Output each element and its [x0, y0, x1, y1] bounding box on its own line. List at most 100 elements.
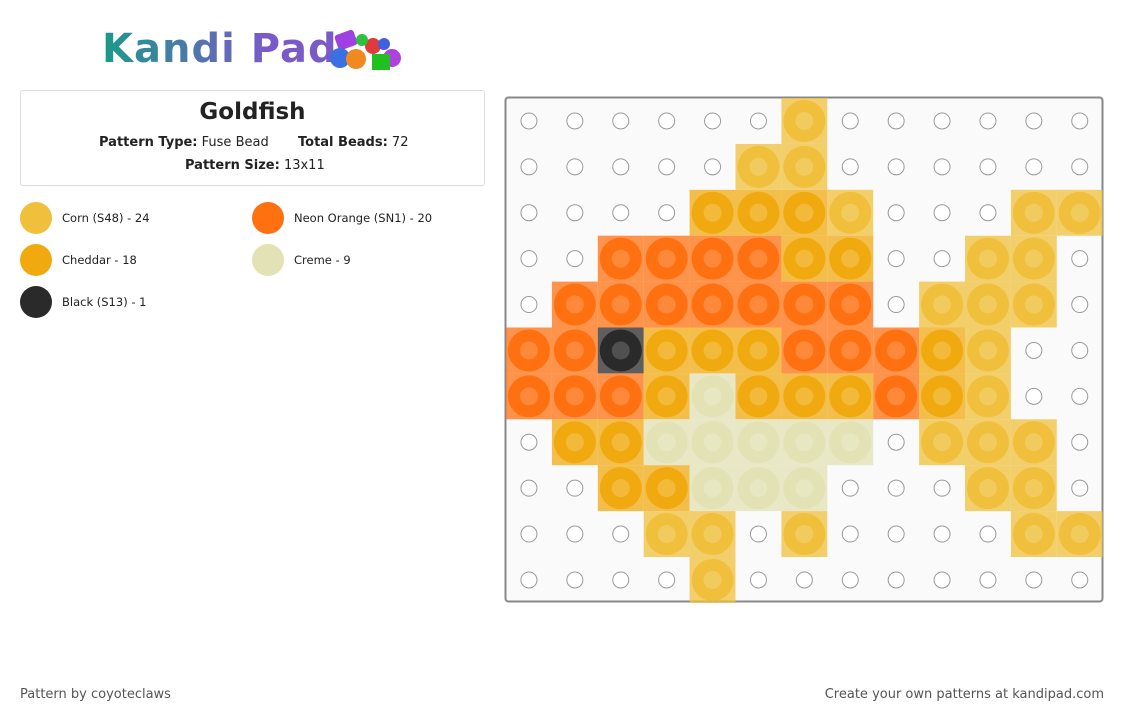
peg — [933, 112, 951, 130]
bead-hole — [978, 387, 997, 406]
bead — [645, 283, 688, 326]
peg — [841, 525, 859, 543]
bead-hole — [703, 341, 722, 360]
bead — [966, 375, 1009, 418]
peg — [933, 525, 951, 543]
label: Total Beads: — [298, 135, 388, 150]
bead — [966, 467, 1009, 510]
bead-hole — [657, 341, 676, 360]
peg — [520, 158, 538, 176]
bead-hole — [749, 433, 768, 452]
pattern-card: Goldfish Pattern Type: Fuse Bead Total B… — [20, 90, 485, 186]
peg — [887, 479, 905, 497]
bead-hole — [795, 387, 814, 406]
bead — [875, 375, 918, 418]
bead — [691, 329, 734, 372]
bead — [783, 191, 826, 234]
bead-hole — [795, 157, 814, 176]
footer-credit: Pattern by coyoteclaws — [20, 687, 171, 702]
peg — [933, 571, 951, 589]
legend-label: Cheddar - 18 — [62, 253, 137, 267]
bead — [737, 421, 780, 464]
bead-hole — [978, 433, 997, 452]
bead — [507, 375, 550, 418]
label: Pattern Type: — [99, 135, 198, 150]
bead-hole — [1070, 203, 1089, 222]
footer-link[interactable]: Create your own patterns at kandipad.com — [824, 687, 1104, 702]
bead — [1058, 191, 1101, 234]
bead — [507, 329, 550, 372]
logo[interactable]: Kandi Pad — [102, 26, 338, 72]
bead-hole — [657, 479, 676, 498]
bead-hole — [703, 433, 722, 452]
bead — [737, 237, 780, 280]
bead — [691, 467, 734, 510]
bead-hole — [795, 295, 814, 314]
bead-hole — [841, 295, 860, 314]
peg — [612, 112, 630, 130]
peg — [566, 525, 584, 543]
bead-hole — [1070, 525, 1089, 544]
bead — [599, 329, 642, 372]
bead — [599, 375, 642, 418]
peg — [520, 433, 538, 451]
bead-hole — [841, 203, 860, 222]
bead-hole — [978, 479, 997, 498]
bead-hole — [1024, 525, 1043, 544]
bead-hole — [1024, 249, 1043, 268]
bead — [783, 421, 826, 464]
bead-hole — [519, 387, 538, 406]
legend-swatch — [252, 202, 284, 234]
bead-hole — [841, 433, 860, 452]
bead-hole — [795, 479, 814, 498]
peg — [887, 433, 905, 451]
pattern-title: Goldfish — [199, 99, 306, 125]
bead-hole — [611, 387, 630, 406]
bead-hole — [978, 341, 997, 360]
bead-hole — [887, 387, 906, 406]
bead-hole — [703, 525, 722, 544]
bead — [783, 329, 826, 372]
legend-label: Black (S13) - 1 — [62, 295, 147, 309]
peg — [1071, 571, 1089, 589]
peg — [887, 204, 905, 222]
peg — [566, 158, 584, 176]
bead-hole — [611, 433, 630, 452]
bead — [829, 329, 872, 372]
peg — [566, 112, 584, 130]
peg — [887, 112, 905, 130]
legend-swatch — [20, 202, 52, 234]
bead — [1012, 421, 1055, 464]
peg — [520, 571, 538, 589]
peg — [749, 525, 767, 543]
bead — [1012, 237, 1055, 280]
bead — [553, 329, 596, 372]
bead-hole — [749, 479, 768, 498]
peg — [933, 204, 951, 222]
legend-swatch — [20, 286, 52, 318]
peg — [612, 525, 630, 543]
legend-label: Creme - 9 — [294, 253, 351, 267]
peg — [795, 571, 813, 589]
bead-hole — [1024, 203, 1043, 222]
legend-label: Neon Orange (SN1) - 20 — [294, 211, 433, 225]
value: 13x11 — [283, 158, 325, 173]
peg — [749, 112, 767, 130]
peg — [841, 479, 859, 497]
bead — [1012, 467, 1055, 510]
bead-hole — [611, 341, 630, 360]
bead — [875, 329, 918, 372]
legend-item: Cheddar - 18 — [20, 244, 137, 276]
peg — [841, 571, 859, 589]
bead — [691, 375, 734, 418]
bead — [1012, 513, 1055, 556]
bead-hole — [611, 479, 630, 498]
bead — [691, 558, 734, 601]
peg — [1071, 158, 1089, 176]
bead — [829, 237, 872, 280]
pattern-type: Pattern Type: Fuse Bead — [99, 135, 269, 150]
peg — [933, 250, 951, 268]
bead-hole — [657, 433, 676, 452]
bead — [599, 467, 642, 510]
peg — [704, 112, 722, 130]
